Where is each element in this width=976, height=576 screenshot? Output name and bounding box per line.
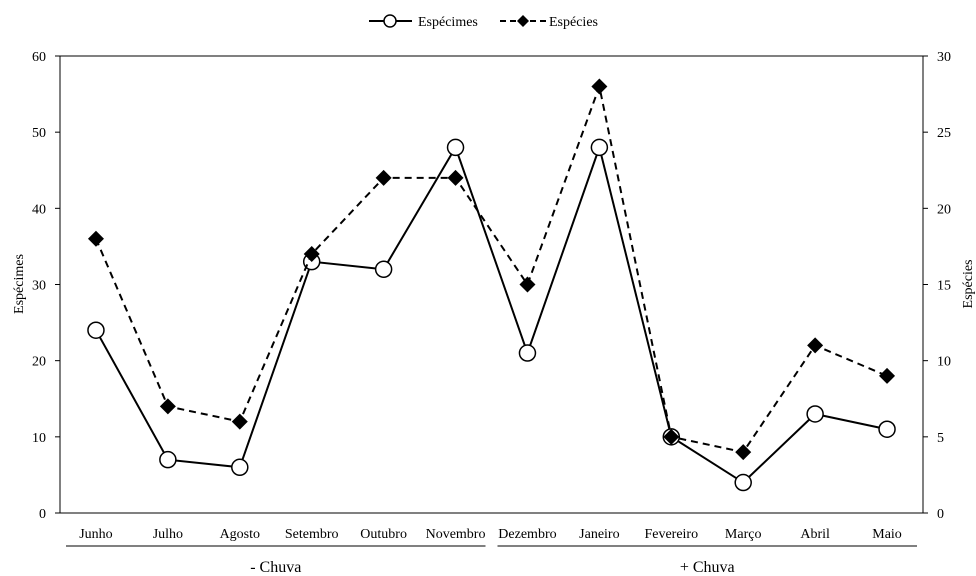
- legend-label-especimes: Espécimes: [418, 15, 478, 30]
- series-1-line: [95, 143, 888, 484]
- series-2-point: [879, 367, 896, 384]
- y-axis-right-label: Espécies: [961, 260, 976, 309]
- y-axis-left-label: Espécimes: [12, 254, 27, 314]
- x-axis-categories: Junho Julho Agosto Setembro Outubro Novembro D…: [79, 527, 902, 542]
- plot-frame: [59, 55, 924, 514]
- x-tick-label: Janeiro: [579, 527, 619, 542]
- y-right-tick-label: 5: [937, 431, 944, 446]
- y-right-tick-label: 15: [937, 279, 951, 294]
- series-layer: [87, 78, 896, 492]
- x-tick-label: Julho: [153, 527, 183, 542]
- series-1-point: [159, 450, 177, 469]
- x-tick-label: Agosto: [220, 527, 260, 542]
- series-2-point: [159, 398, 176, 415]
- series-1-point: [590, 138, 609, 157]
- x-tick-label: Maio: [872, 527, 902, 542]
- y-right-tick-label: 20: [937, 202, 951, 217]
- series-2-point: [447, 169, 464, 186]
- series-2-point: [519, 276, 536, 293]
- x-tick-label: Junho: [79, 527, 112, 542]
- x-tick-label: Dezembro: [498, 527, 556, 542]
- x-tick-label: Abril: [800, 527, 830, 542]
- series-1-point: [518, 344, 537, 362]
- series-2-line: [95, 82, 888, 454]
- y-left-tick-label: 0: [39, 507, 46, 522]
- series-1-point: [878, 420, 896, 438]
- series-2-point: [663, 428, 680, 445]
- legend-label-especies: Espécies: [549, 15, 598, 30]
- series-2-point: [735, 444, 752, 461]
- season-groups: - Chuva + Chuva: [66, 545, 917, 576]
- x-tick-label: Novembro: [426, 527, 486, 542]
- legend-marker-especies: [517, 15, 529, 27]
- x-tick-label: Fevereiro: [644, 527, 698, 542]
- legend-marker-especimes: [383, 14, 397, 28]
- y-right-tick-label: 0: [937, 507, 944, 522]
- series-1-point: [446, 138, 465, 157]
- x-tick-label: Março: [725, 527, 762, 542]
- y-right-tick-label: 30: [937, 50, 951, 65]
- series-1-point: [734, 473, 752, 492]
- series-2-point: [87, 230, 104, 247]
- series-2-point: [303, 246, 320, 263]
- group-label: - Chuva: [250, 559, 301, 576]
- y-left-tick-label: 40: [32, 202, 46, 217]
- y-axis-right-ticks: 0 5 10 15 20 25 30: [923, 50, 951, 522]
- y-left-tick-label: 20: [32, 355, 46, 370]
- series-1-point: [87, 321, 105, 339]
- series-1-point: [231, 458, 249, 477]
- series-2-point: [807, 337, 824, 354]
- series-1-point: [806, 405, 824, 423]
- y-left-tick-label: 10: [32, 431, 46, 446]
- x-tick-label: Setembro: [285, 527, 339, 542]
- series-1-point: [374, 260, 393, 279]
- y-left-tick-label: 50: [32, 126, 46, 141]
- legend: Espécimes Espécies: [369, 14, 598, 30]
- group-label: + Chuva: [680, 559, 735, 576]
- series-2-point: [591, 78, 608, 95]
- series-2-point: [231, 413, 248, 430]
- x-tick-label: Outubro: [360, 527, 407, 542]
- y-right-tick-label: 25: [937, 126, 951, 141]
- y-left-tick-label: 30: [32, 279, 46, 294]
- y-axis-left-ticks: 0 10 20 30 40 50 60: [32, 50, 60, 522]
- y-right-tick-label: 10: [937, 355, 951, 370]
- y-left-tick-label: 60: [32, 50, 46, 65]
- series-2-point: [375, 169, 392, 186]
